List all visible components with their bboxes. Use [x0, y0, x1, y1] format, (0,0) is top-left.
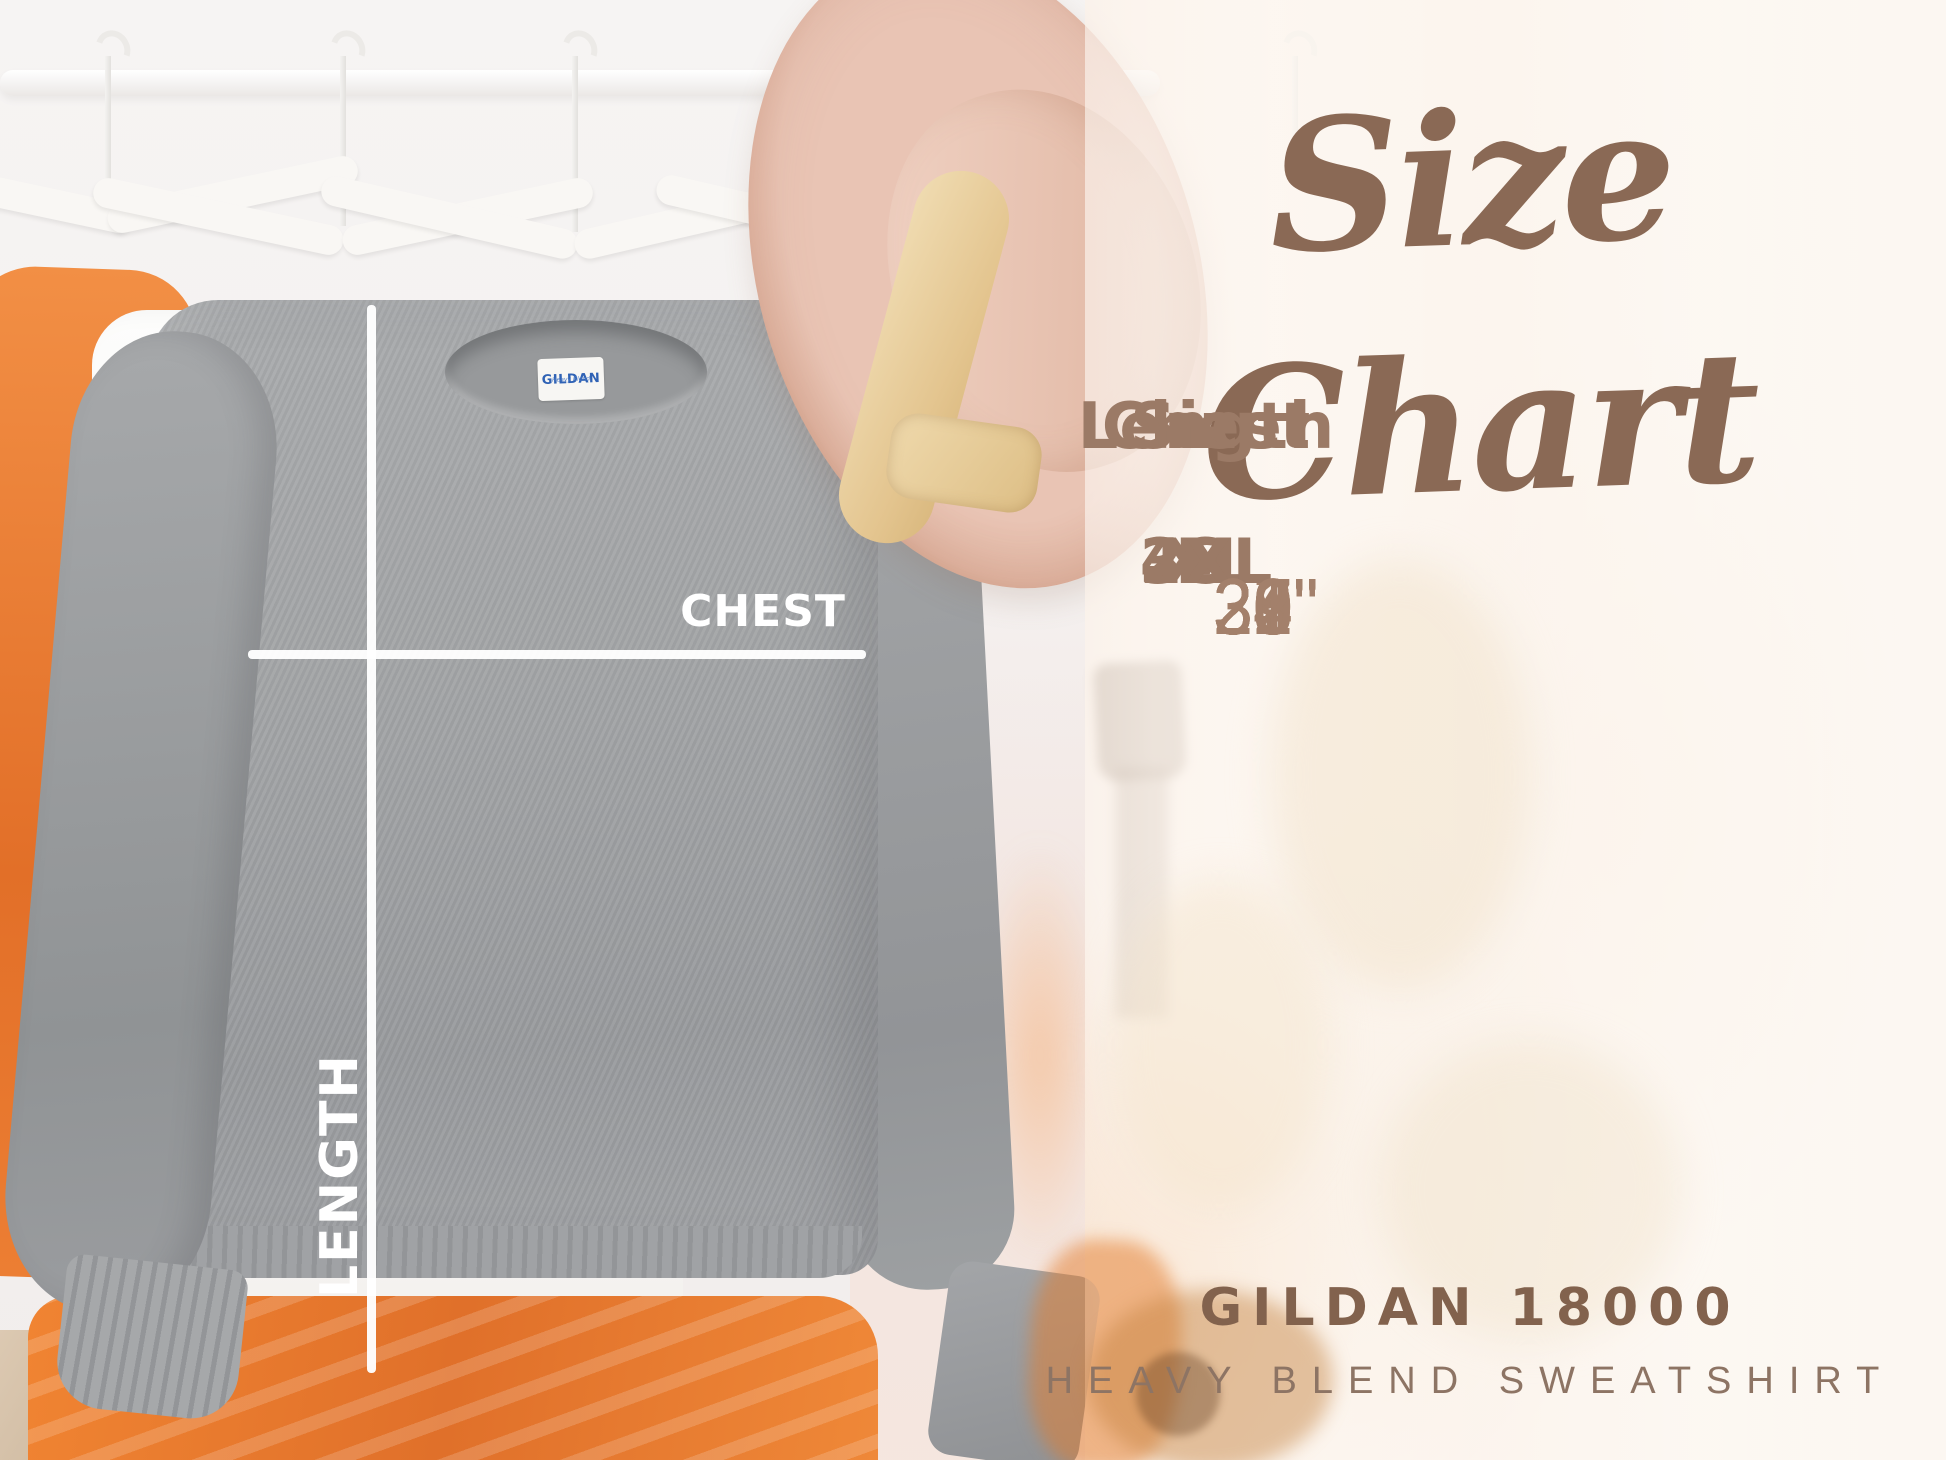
length-label: LENGTH	[310, 1053, 370, 1298]
pampas-grass-blur	[1380, 1040, 1680, 1340]
chest-label: CHEST	[680, 586, 846, 637]
hanger-hook	[572, 56, 578, 232]
chest-measure-line	[248, 650, 866, 659]
pampas-grass-blur	[1110, 880, 1330, 1210]
size-cell: M	[1175, 524, 1238, 598]
size-cell: 2XL	[1139, 524, 1274, 598]
column-header-size: Size	[1130, 390, 1283, 464]
guitar-body-silhouette	[1088, 1290, 1333, 1460]
size-cell: XL	[1161, 524, 1252, 598]
column-header-length: Length	[1077, 390, 1336, 464]
size-table-header: Size Chest Length	[1063, 390, 1924, 468]
size-cell: L	[1186, 524, 1227, 598]
size-cell: 4XL	[1139, 524, 1274, 598]
page-title: Size Chart	[1198, 66, 1761, 543]
footer-brand-line: GILDAN 18000	[1199, 1278, 1741, 1338]
guitar-soundhole-silhouette	[1136, 1352, 1220, 1436]
footer-product-line: HEAVY BLEND SWEATSHIRT	[1045, 1360, 1895, 1402]
length-measure-line	[367, 305, 376, 1373]
column-header-chest: Chest	[1101, 390, 1312, 464]
hanger-hook	[105, 56, 111, 204]
neck-tag: GILDAN Heavy Blend	[537, 356, 605, 402]
hanger-hook	[340, 56, 346, 226]
neck-tag-subtitle: Heavy Blend	[551, 374, 591, 384]
size-cell: 3XL	[1139, 524, 1274, 598]
size-cell: S	[1183, 524, 1230, 598]
sweatshirt-hem-ribbing	[168, 1226, 862, 1278]
sweatshirt-cuff-ribbing	[52, 1252, 250, 1424]
pampas-grass-blur	[1270, 560, 1530, 990]
